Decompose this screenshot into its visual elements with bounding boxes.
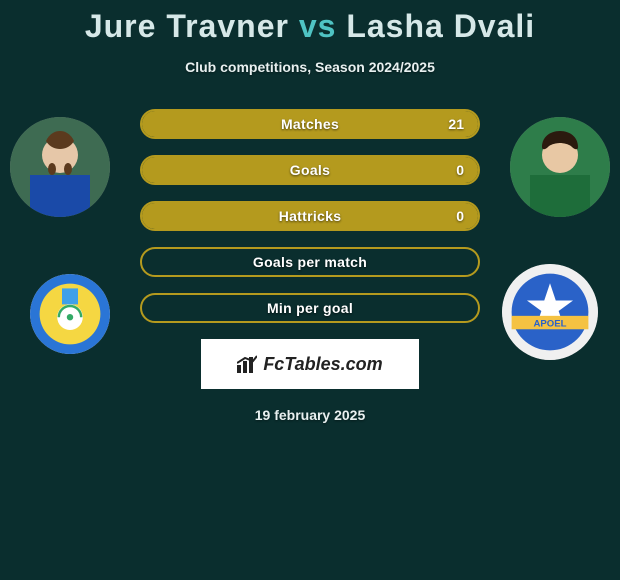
- crest-right-icon: APOEL: [502, 264, 598, 360]
- stat-row-goals: Goals0: [140, 155, 480, 185]
- player2-avatar: [510, 117, 610, 217]
- crest-left-icon: [30, 274, 110, 354]
- stat-label: Hattricks: [142, 203, 478, 229]
- stat-row-matches: Matches21: [140, 109, 480, 139]
- stat-value-right: 0: [456, 157, 464, 183]
- brand-badge: FcTables.com: [201, 339, 419, 389]
- subtitle: Club competitions, Season 2024/2025: [0, 59, 620, 75]
- date-text: 19 february 2025: [0, 407, 620, 423]
- stat-row-hattricks: Hattricks0: [140, 201, 480, 231]
- player1-avatar-placeholder: [10, 117, 110, 217]
- player1-name: Jure Travner: [85, 8, 289, 44]
- stat-value-right: 0: [456, 203, 464, 229]
- stat-label: Min per goal: [142, 295, 478, 321]
- player2-club-crest: APOEL: [502, 264, 598, 360]
- vs-text: vs: [299, 8, 337, 44]
- page-title: Jure Travner vs Lasha Dvali: [0, 0, 620, 45]
- brand-text: FcTables.com: [263, 354, 382, 375]
- stat-label: Goals per match: [142, 249, 478, 275]
- player1-avatar: [10, 117, 110, 217]
- player1-club-crest: [30, 274, 110, 354]
- stat-label: Matches: [142, 111, 478, 137]
- player2-avatar-placeholder: [510, 117, 610, 217]
- stat-row-min-per-goal: Min per goal: [140, 293, 480, 323]
- stat-rows: Matches21Goals0Hattricks0Goals per match…: [140, 99, 480, 323]
- chart-icon: [237, 355, 257, 373]
- svg-text:APOEL: APOEL: [534, 318, 567, 329]
- comparison-arena: APOEL Matches21Goals0Hattricks0Goals per…: [0, 99, 620, 323]
- stat-row-goals-per-match: Goals per match: [140, 247, 480, 277]
- player2-name: Lasha Dvali: [346, 8, 535, 44]
- stat-value-right: 21: [448, 111, 464, 137]
- stat-label: Goals: [142, 157, 478, 183]
